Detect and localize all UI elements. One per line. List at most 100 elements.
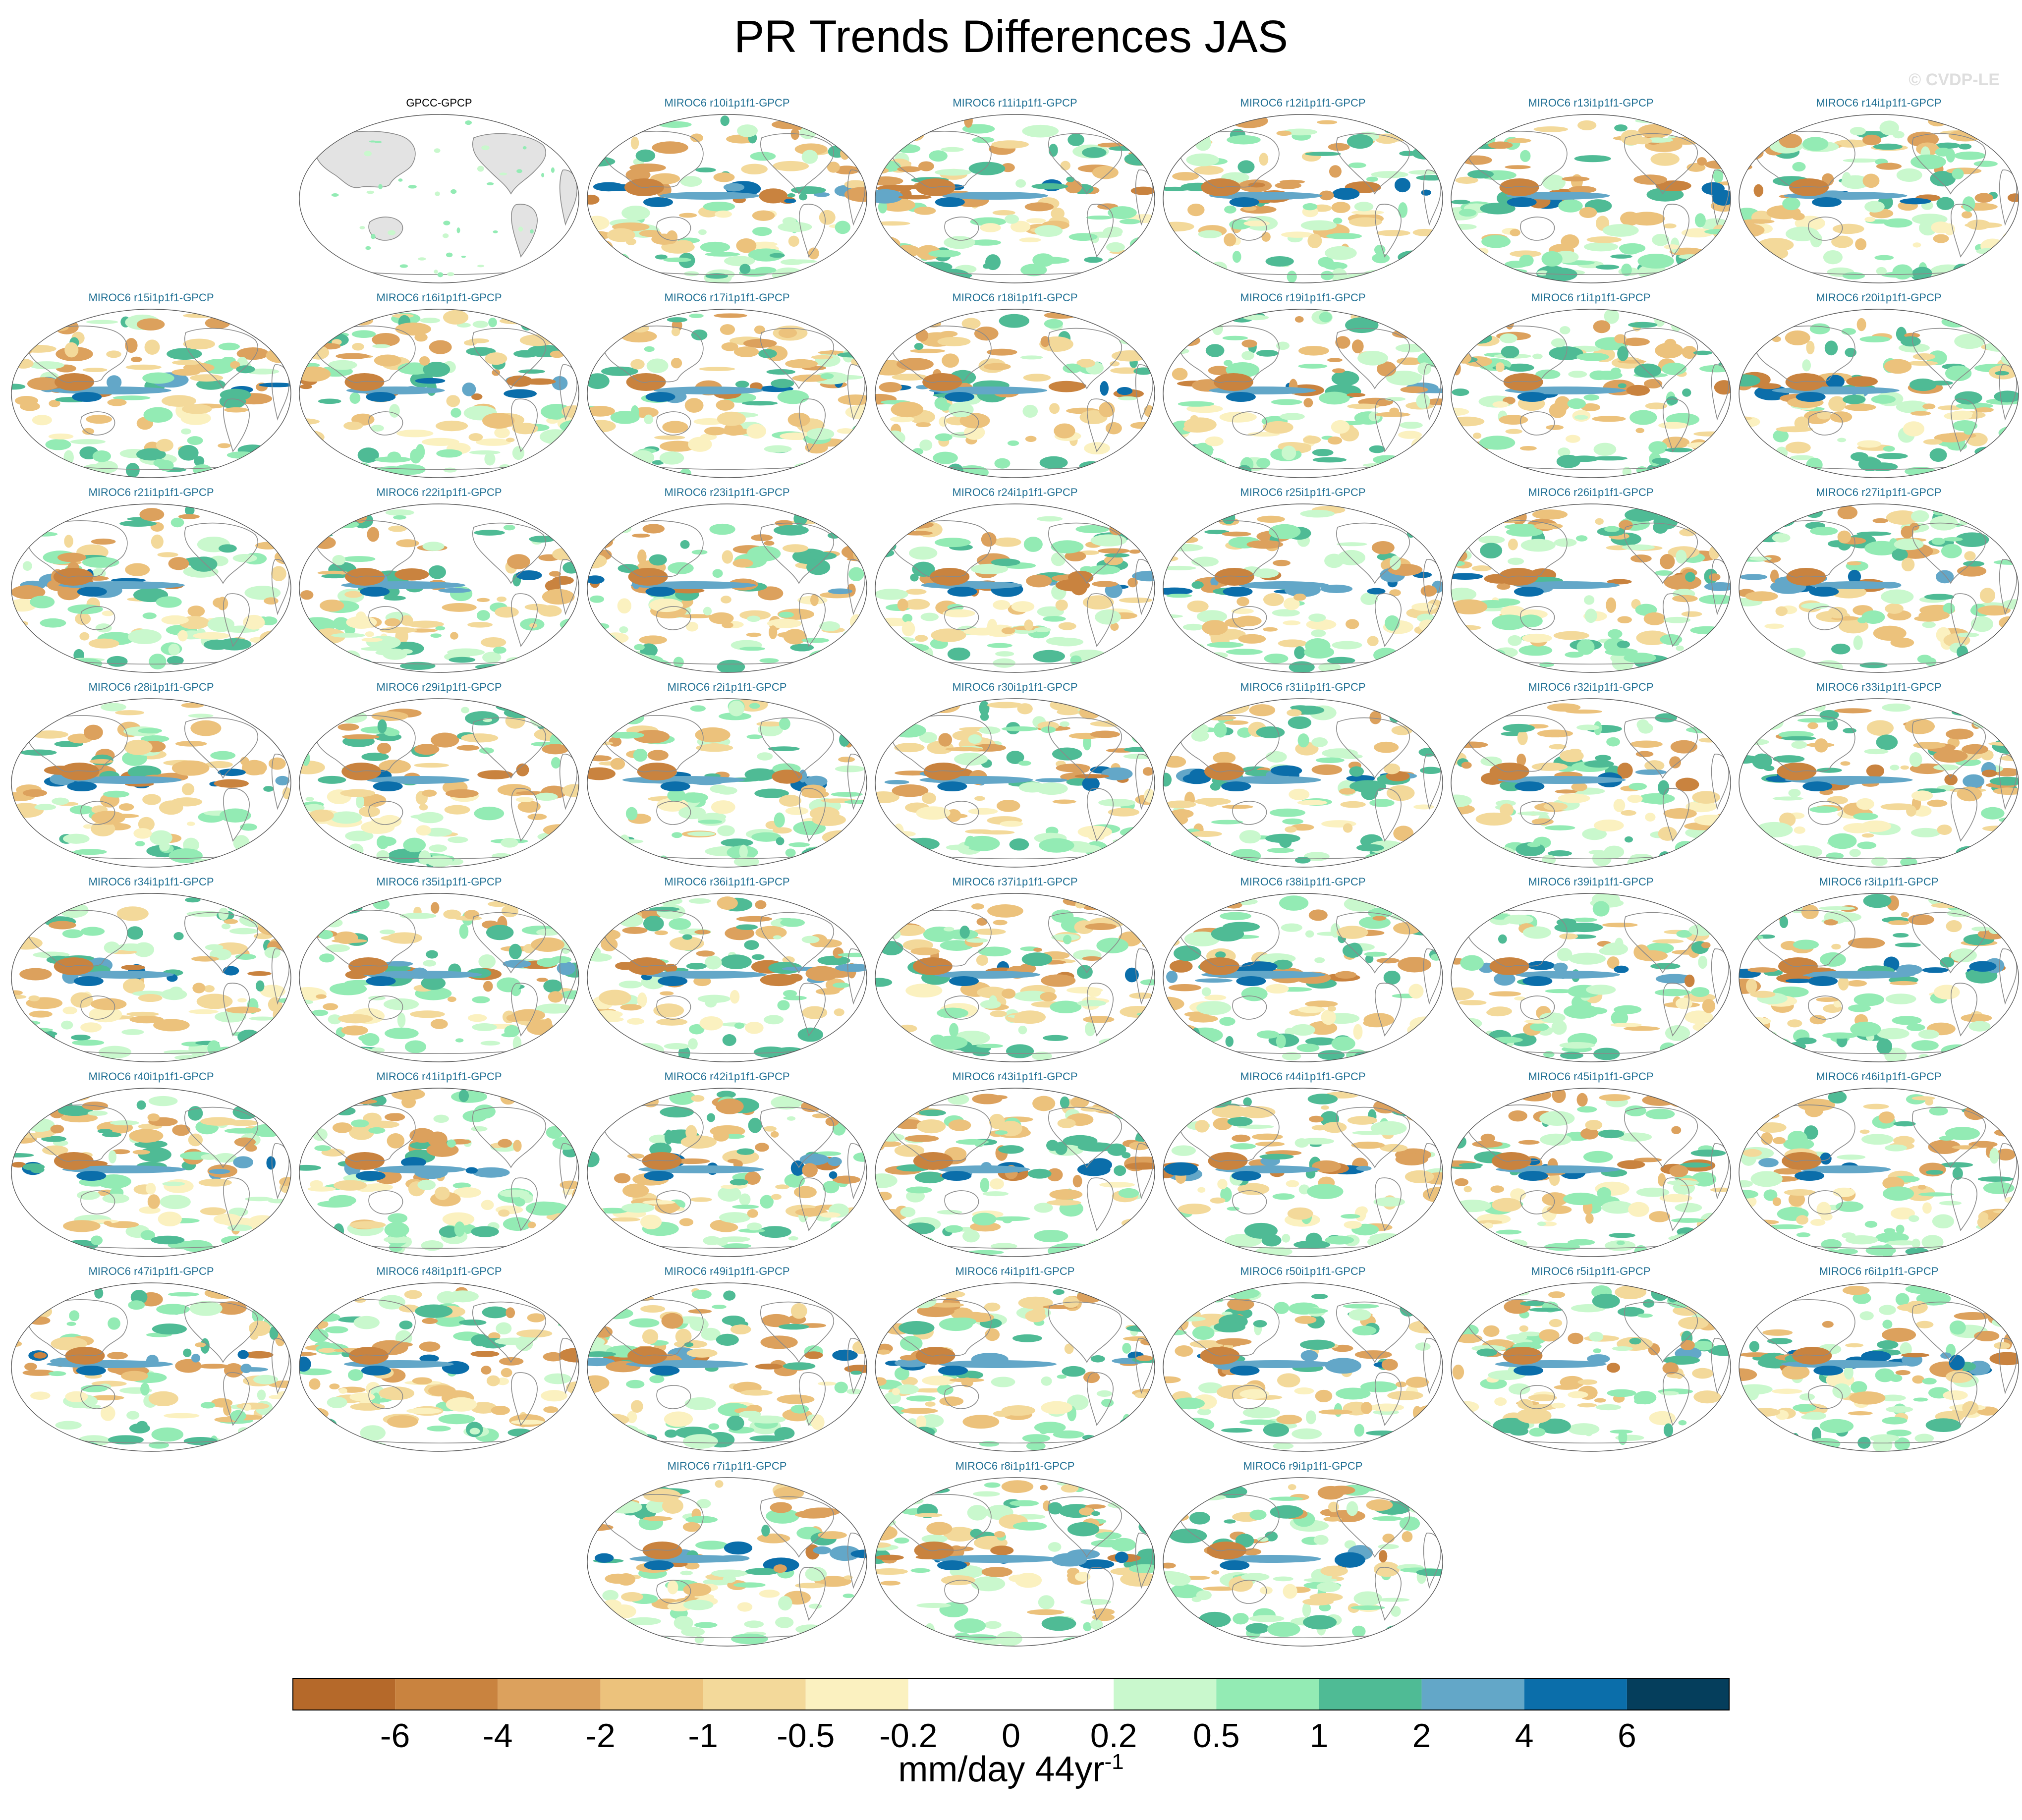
trend-anomaly-blob — [1373, 648, 1399, 662]
trend-anomaly-blob — [50, 858, 70, 867]
trend-anomaly-blob — [838, 325, 867, 337]
trend-anomaly-blob — [513, 350, 539, 358]
trend-anomaly-blob — [1931, 221, 1951, 233]
trend-anomaly-blob — [1086, 215, 1113, 220]
trend-anomaly-blob — [1584, 760, 1614, 768]
trend-anomaly-blob — [1142, 713, 1155, 723]
trend-anomaly-blob — [16, 1095, 34, 1109]
trend-anomaly-blob — [596, 1208, 605, 1223]
trend-anomaly-blob — [1127, 656, 1155, 667]
trend-anomaly-blob — [907, 126, 925, 141]
trend-anomaly-blob — [1610, 254, 1632, 259]
trend-anomaly-blob — [1638, 124, 1673, 138]
trend-anomaly-blob — [991, 140, 1029, 149]
trend-anomaly-blob — [1672, 896, 1681, 910]
trend-anomaly-blob — [1697, 448, 1728, 461]
trend-anomaly-blob — [1408, 170, 1440, 175]
trend-anomaly-blob — [1495, 362, 1505, 372]
trend-anomaly-blob — [1864, 201, 1885, 213]
trend-anomaly-blob — [1065, 180, 1082, 194]
trend-anomaly-blob — [142, 794, 162, 805]
trend-anomaly-blob — [2007, 193, 2019, 202]
trend-anomaly-blob — [752, 226, 772, 236]
trend-anomaly-blob — [1140, 1036, 1155, 1044]
trend-anomaly-blob — [158, 1212, 182, 1227]
trend-anomaly-blob — [503, 959, 532, 968]
trend-anomaly-blob — [1901, 526, 1914, 539]
trend-anomaly-blob — [423, 960, 437, 967]
trend-anomaly-blob — [469, 450, 501, 455]
trend-anomaly-blob — [976, 987, 1008, 998]
trend-anomaly-blob — [518, 369, 546, 374]
trend-anomaly-blob — [1699, 365, 1731, 373]
trend-anomaly-blob — [1617, 640, 1630, 649]
trend-anomaly-blob — [1243, 220, 1270, 226]
trend-anomaly-blob — [838, 756, 855, 763]
trend-anomaly-blob — [839, 1027, 865, 1034]
trend-anomaly-blob — [1172, 641, 1181, 652]
trend-anomaly-blob — [1353, 1024, 1363, 1040]
trend-anomaly-blob — [758, 1226, 791, 1238]
trend-anomaly-blob — [674, 240, 693, 249]
trend-anomaly-blob — [299, 848, 314, 855]
trend-anomaly-blob — [609, 737, 622, 747]
trend-anomaly-blob — [1805, 507, 1823, 518]
trend-anomaly-blob — [562, 561, 579, 574]
trend-anomaly-blob — [1739, 898, 1761, 904]
trend-anomaly-blob — [1610, 1023, 1642, 1027]
trend-anomaly-blob — [1048, 381, 1084, 392]
trend-anomaly-blob — [1178, 401, 1215, 407]
trend-anomaly-blob — [976, 918, 988, 926]
trend-anomaly-blob — [741, 164, 768, 175]
trend-anomaly-blob — [914, 343, 924, 350]
coastline-outline — [890, 910, 992, 967]
trend-speckle — [446, 252, 453, 258]
trend-anomaly-blob — [1112, 838, 1150, 844]
trend-anomaly-blob — [1276, 1034, 1286, 1048]
trend-anomaly-blob — [1948, 129, 1983, 142]
trend-anomaly-blob — [556, 441, 565, 447]
trend-anomaly-blob — [461, 733, 499, 743]
trend-anomaly-blob — [980, 223, 1001, 232]
trend-anomaly-blob — [1559, 933, 1578, 939]
trend-anomaly-blob — [1183, 1052, 1212, 1056]
trend-anomaly-blob — [1090, 534, 1127, 547]
trend-anomaly-blob — [724, 1134, 745, 1139]
trend-anomaly-blob — [1747, 320, 1767, 328]
trend-anomaly-blob — [373, 898, 390, 910]
trend-anomaly-blob — [980, 713, 989, 721]
trend-anomaly-blob — [187, 436, 203, 445]
trend-anomaly-blob — [678, 213, 697, 218]
panel-label: MIROC6 r17i1p1f1-GPCP — [664, 291, 790, 304]
coastline-outline — [1754, 326, 1855, 383]
trend-anomaly-blob — [1074, 774, 1110, 778]
trend-anomaly-blob — [1922, 403, 1936, 410]
trend-anomaly-blob — [1343, 823, 1353, 833]
trend-anomaly-blob — [827, 162, 840, 173]
trend-anomaly-blob — [1753, 184, 1764, 197]
trend-anomaly-blob — [1451, 599, 1488, 614]
trend-anomaly-blob — [1701, 1050, 1727, 1056]
trend-anomaly-blob — [717, 825, 735, 836]
trend-anomaly-blob — [805, 775, 828, 787]
trend-anomaly-blob — [1096, 463, 1120, 473]
trend-anomaly-blob — [609, 731, 644, 739]
trend-anomaly-blob — [1817, 411, 1832, 420]
trend-anomaly-blob — [983, 363, 1011, 371]
trend-anomaly-blob — [1708, 657, 1731, 664]
trend-anomaly-blob — [1241, 961, 1278, 972]
trend-anomaly-blob — [431, 902, 440, 914]
trend-anomaly-blob — [504, 1025, 520, 1038]
trend-anomaly-blob — [540, 1098, 558, 1113]
trend-anomaly-blob — [1460, 155, 1492, 165]
trend-anomaly-blob — [1351, 339, 1364, 354]
trend-anomaly-blob — [1638, 722, 1653, 734]
trend-anomaly-blob — [551, 314, 561, 319]
trend-anomaly-blob — [529, 536, 555, 543]
trend-anomaly-blob — [1643, 612, 1666, 625]
trend-anomaly-blob — [218, 907, 229, 920]
trend-anomaly-blob — [1347, 403, 1380, 409]
trend-anomaly-blob — [1670, 1050, 1708, 1055]
trend-speckle — [365, 246, 371, 250]
trend-anomaly-blob — [1857, 841, 1877, 849]
